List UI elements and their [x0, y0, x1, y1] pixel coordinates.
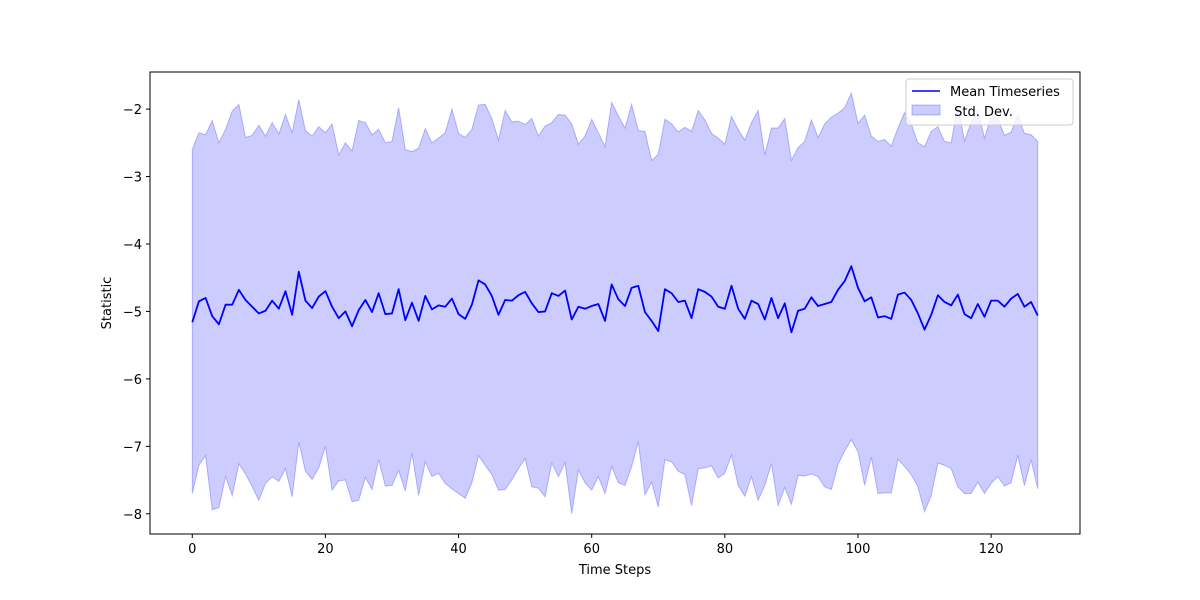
y-axis: −8 −7 −6 −5 −4 −3 −2	[123, 103, 150, 523]
x-axis: 0 20 40 60 80 100 120	[188, 534, 1004, 557]
legend: Mean Timeseries Std. Dev.	[905, 78, 1074, 126]
x-tick-label: 20	[317, 542, 334, 557]
plot-area	[191, 91, 1039, 514]
y-tick-label: −4	[123, 238, 142, 253]
std-dev-band	[191, 91, 1039, 514]
legend-label-mean: Mean Timeseries	[950, 85, 1060, 100]
x-tick-label: 120	[979, 542, 1004, 557]
y-axis-label: Statistic	[100, 277, 115, 330]
legend-band-swatch	[911, 104, 941, 116]
y-tick-label: −5	[123, 305, 142, 320]
x-tick-label: 80	[717, 542, 734, 557]
y-tick-label: −7	[123, 440, 142, 455]
x-axis-label: Time Steps	[578, 563, 652, 578]
x-tick-label: 40	[450, 542, 467, 557]
x-tick-label: 0	[188, 542, 196, 557]
legend-box	[905, 78, 1074, 126]
y-tick-label: −3	[123, 171, 142, 186]
plot-frame	[149, 71, 1081, 535]
y-tick-label: −2	[123, 103, 142, 118]
x-tick-label: 100	[846, 542, 871, 557]
x-tick-label: 60	[583, 542, 600, 557]
mean-timeseries-line	[191, 265, 1039, 334]
legend-label-std: Std. Dev.	[950, 105, 1013, 120]
y-tick-label: −8	[123, 508, 142, 523]
y-tick-label: −6	[123, 373, 142, 388]
